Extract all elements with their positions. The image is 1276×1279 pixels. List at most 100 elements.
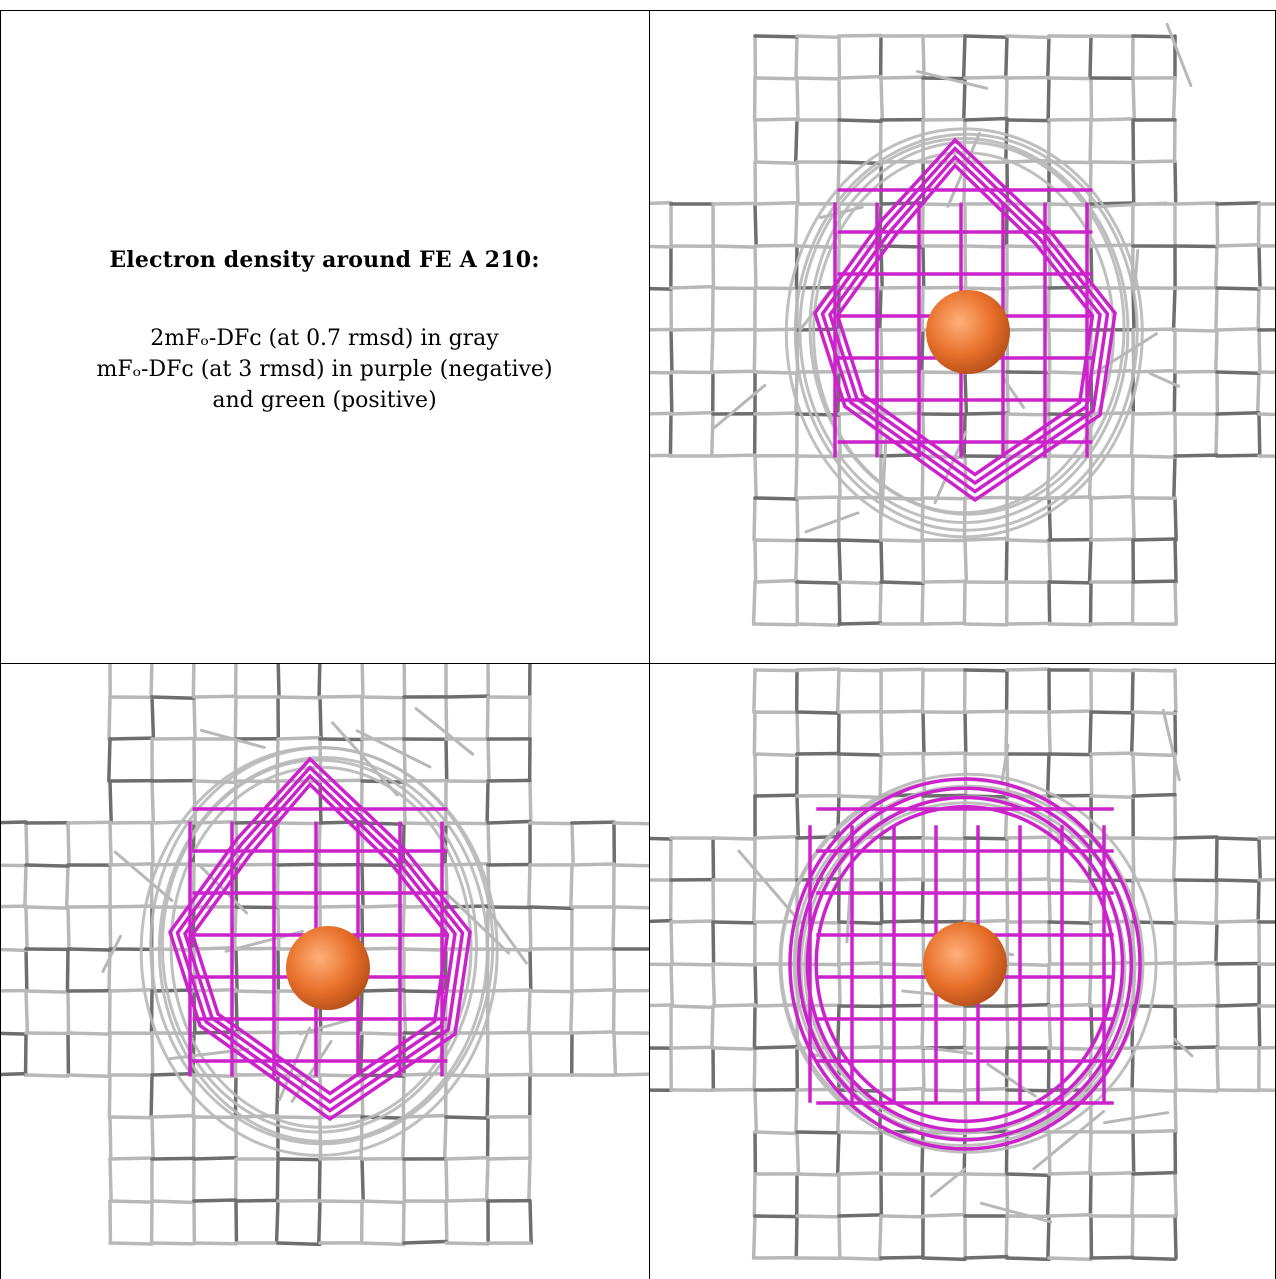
caption-line-colors: and green (positive) (212, 388, 437, 413)
mesh-strand (331, 721, 399, 797)
mesh-edge (794, 836, 799, 882)
mesh-edge (669, 919, 715, 924)
mesh-edge (650, 286, 673, 291)
mesh-edge (24, 1031, 70, 1036)
mesh-contour (793, 132, 1139, 532)
mesh-edge (795, 1214, 841, 1219)
mesh-edge (835, 1130, 841, 1176)
mesh-edge (795, 327, 841, 332)
mesh-edge (1131, 1170, 1177, 1176)
mesh-edge (486, 947, 532, 952)
mesh-edge (444, 821, 490, 826)
mesh-edge (711, 920, 716, 966)
mesh-edge (24, 1073, 70, 1078)
caption-title: Electron density around FE A 210: (109, 247, 540, 273)
mesh-edge (192, 779, 238, 785)
purple-contour (820, 145, 1110, 494)
mesh-edge (794, 34, 799, 80)
purple-contour (805, 795, 1125, 1133)
mesh-edge (1005, 752, 1010, 798)
mesh-edge (711, 201, 757, 206)
mesh-edge (233, 695, 238, 741)
mesh-edge (795, 1130, 841, 1135)
mesh-edge (150, 1031, 155, 1077)
mesh-edge (1004, 34, 1009, 80)
mesh-edge (793, 118, 799, 164)
mesh-edge (1005, 538, 1051, 544)
mesh-edge (486, 819, 532, 825)
fe-atom-sphere (926, 290, 1010, 374)
mesh-edge (1087, 962, 1093, 1008)
mesh-edge (836, 1004, 841, 1050)
mesh-edge (108, 1115, 113, 1161)
mesh-contour (784, 127, 1144, 539)
caption-line-fofc: mFₒ-DFᴄ (at 3 rmsd) in purple (negative) (96, 357, 553, 382)
mesh-edge (879, 1004, 884, 1050)
mesh-edge (360, 946, 406, 951)
mesh-edge (1047, 920, 1093, 925)
mesh-edge (318, 695, 323, 741)
mesh-strand (845, 877, 853, 944)
mesh-edge (879, 709, 925, 714)
mesh-edge (1089, 751, 1135, 756)
mesh-edge (150, 695, 196, 700)
mesh-strand (737, 849, 800, 921)
mesh-edge (108, 1115, 154, 1120)
caption-line-2fofc: 2mFₒ-DFᴄ (at 0.7 rmsd) in gray (150, 326, 499, 351)
mesh-edge (24, 863, 70, 868)
mesh-edge (1171, 76, 1177, 122)
mesh-edge (921, 621, 967, 626)
mesh-edge (753, 201, 799, 206)
mesh-edge (963, 34, 1009, 40)
mesh-edge (528, 779, 533, 825)
mesh-edge (879, 453, 925, 458)
mesh-strand (1032, 1110, 1106, 1171)
mesh-strand (441, 888, 511, 955)
mesh-edge (1088, 34, 1093, 80)
mesh-edge (963, 1254, 1009, 1260)
mesh-edge (276, 1115, 322, 1120)
mesh-strand (1173, 1037, 1194, 1058)
mesh-edge (318, 820, 364, 825)
mesh-edge (1089, 1004, 1094, 1050)
mesh-edge (753, 752, 799, 758)
mesh-edge (107, 1031, 112, 1077)
mesh-edge (24, 905, 29, 951)
mesh-contour (160, 758, 478, 1134)
mesh-edge (444, 1198, 490, 1203)
mesh-edge (963, 668, 1009, 673)
mesh-strand (298, 1017, 354, 1036)
mesh-edge (360, 1199, 406, 1205)
mesh-edge (962, 878, 967, 924)
mesh-edge (107, 1073, 112, 1119)
mesh-edge (920, 370, 925, 416)
mesh-edge (191, 905, 196, 951)
mesh-edge (108, 1156, 154, 1161)
mesh-edge (752, 496, 757, 542)
mesh-edge (752, 1172, 757, 1218)
mesh-edge (753, 118, 758, 164)
mesh-contour (778, 772, 1158, 1154)
mesh-edge (1173, 1003, 1219, 1008)
density-render-1 (650, 22, 1276, 628)
mesh-edge (1171, 286, 1177, 332)
mesh-edge (1131, 76, 1137, 122)
mesh-edge (1173, 960, 1219, 966)
mesh-edge (1005, 877, 1051, 882)
mesh-edge (1215, 1088, 1261, 1093)
mesh-edge (1173, 1046, 1178, 1092)
mesh-edge (837, 621, 883, 626)
mesh-edge (837, 962, 842, 1008)
mesh-edge (1047, 328, 1052, 374)
mesh-edge (1088, 1130, 1093, 1176)
mesh-edge (963, 710, 968, 756)
mesh-edge (1005, 1172, 1051, 1178)
mesh-edge (1047, 920, 1052, 966)
mesh-edge (0, 863, 28, 868)
mesh-edge (192, 1198, 238, 1203)
mesh-edge (1047, 1046, 1093, 1051)
density-render-3 (650, 667, 1276, 1262)
mesh-edge (921, 836, 967, 841)
mesh-edge (275, 863, 280, 909)
mesh-edge (1131, 411, 1177, 416)
